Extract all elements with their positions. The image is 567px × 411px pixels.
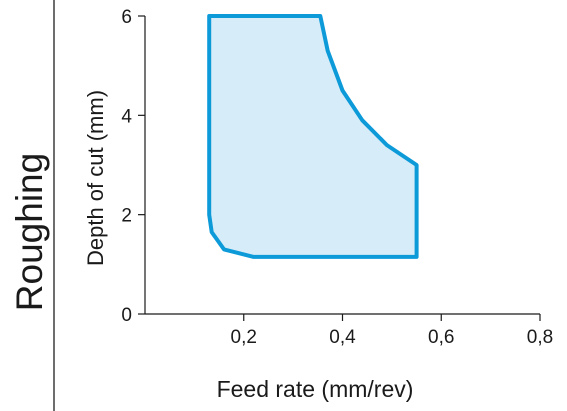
y-tick-label: 0 xyxy=(121,305,132,326)
y-tick-label: 6 xyxy=(121,7,132,28)
section-divider xyxy=(53,0,55,411)
y-tick-label: 4 xyxy=(121,106,132,127)
x-axis-title: Feed rate (mm/rev) xyxy=(217,376,414,402)
x-tick-label: 0,6 xyxy=(428,327,454,348)
y-tick-label: 2 xyxy=(121,206,132,227)
feasible-region xyxy=(207,14,419,259)
y-axis-title: Depth of cut (mm) xyxy=(83,90,108,266)
x-tick-label: 0,8 xyxy=(527,327,553,348)
region-layer xyxy=(207,14,419,259)
x-tick-label: 0,2 xyxy=(231,327,257,348)
x-tick-label: 0,4 xyxy=(329,327,356,348)
ticks-layer: 0 2 4 6 0,2 0,4 0,6 0,8 xyxy=(121,7,553,348)
